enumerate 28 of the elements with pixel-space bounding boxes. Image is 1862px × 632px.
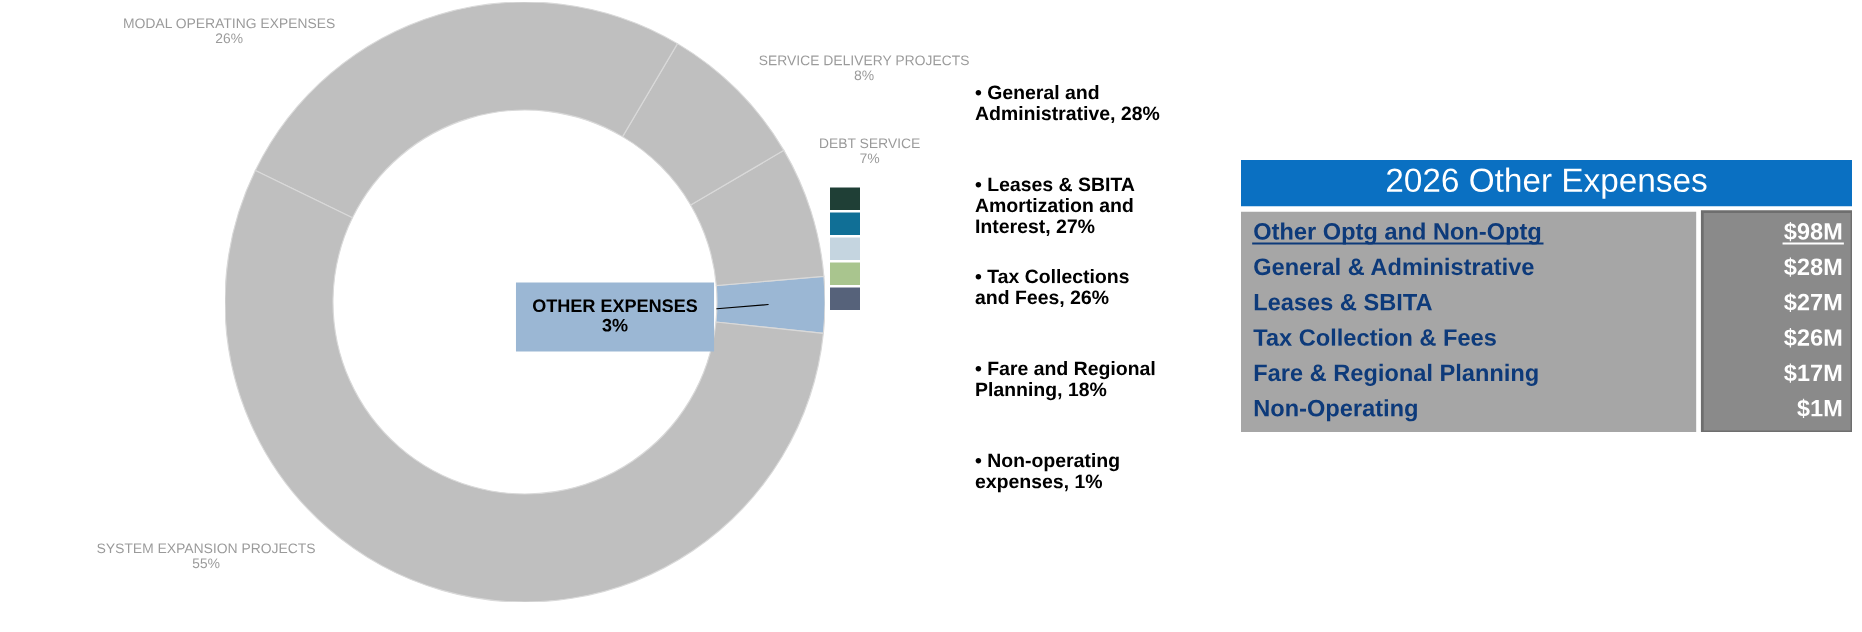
slice-label: MODAL OPERATING EXPENSES [124, 18, 335, 29]
text: • Leases & SBITA Amortization and Interest, 27% [975, 177, 1135, 236]
category-label: General & Administrative [1254, 257, 1534, 276]
slice-label: DEBT SERVICE [820, 138, 920, 149]
category-label: Non-Operating [1254, 399, 1417, 422]
text: $98M [1784, 222, 1842, 242]
category-label: Fare & Regional Planning [1254, 363, 1538, 386]
text: • General and Administrative, 28% [975, 85, 1160, 124]
category-label: Leases & SBITA [1254, 293, 1432, 311]
slice-label: SYSTEM EXPANSION PROJECTS [97, 543, 315, 554]
data-label: 8% [854, 70, 874, 81]
text: • Tax Collections and Fees, 26% [975, 269, 1129, 308]
data-label: 55% [192, 558, 220, 569]
text: $26M [1784, 328, 1842, 348]
slice-label: OTHER EXPENSES [532, 299, 698, 313]
text: $27M [1784, 292, 1842, 313]
text: • Fare and Regional Planning, 18% [975, 361, 1155, 401]
text: $17M [1784, 363, 1842, 383]
text: $28M [1784, 257, 1842, 277]
data-label: 3% [602, 318, 628, 332]
text: $1M [1797, 398, 1842, 419]
category-label: Other Optg and Non-Optg [1254, 222, 1541, 245]
data-label: 26% [215, 33, 243, 44]
data-label: 7% [860, 153, 880, 164]
category-label: Tax Collection & Fees [1253, 328, 1496, 346]
slice-label: SERVICE DELIVERY PROJECTS [759, 55, 969, 66]
text: • Non-operating expenses, 1% [975, 453, 1119, 493]
text: 2026 Other Expenses [1386, 167, 1707, 199]
